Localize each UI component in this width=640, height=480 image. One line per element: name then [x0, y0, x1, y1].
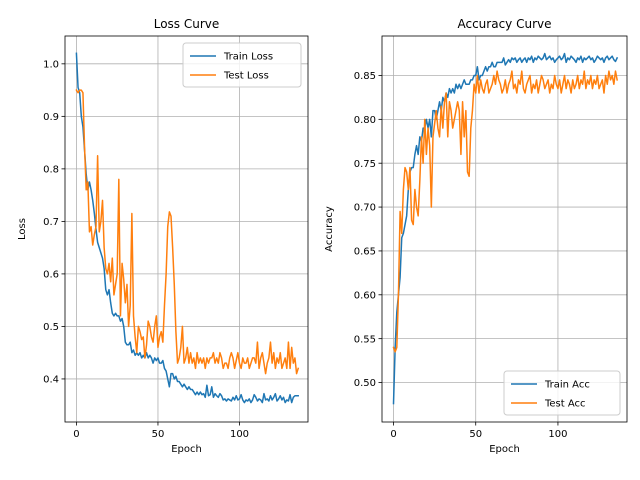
- loss-axes-background: [65, 36, 308, 422]
- loss-axes-frame: [64, 35, 309, 423]
- acc-legend: Train Acc Test Acc: [503, 370, 621, 416]
- acc-x-tick-label: 100: [548, 429, 567, 440]
- loss-y-tick-label: 0.6: [43, 270, 59, 281]
- loss-legend: Train Loss Test Loss: [182, 42, 302, 88]
- loss-y-tick-label: 0.4: [43, 375, 59, 386]
- loss-y-tick-label: 0.9: [43, 112, 59, 123]
- loss-legend-label: Train Loss: [223, 52, 273, 63]
- acc-axes-frame: [381, 35, 628, 423]
- acc-chart-title: Accuracy Curve: [457, 17, 551, 31]
- loss-y-tick-label: 0.7: [43, 217, 59, 228]
- loss-x-tick-label: 100: [230, 429, 249, 440]
- loss-y-tick-label: 1.0: [43, 59, 59, 70]
- accuracy-curve-plot: 0 50 100 0.50 0.55 0.60 0.65 0.70 0.75 0.80 0.85 Ac…: [324, 17, 628, 455]
- acc-y-tick-label: 0.65: [354, 247, 376, 258]
- acc-axes-background: [382, 36, 627, 422]
- acc-series-train-acc: [392, 52, 619, 405]
- acc-x-tick-label: 0: [390, 429, 396, 440]
- acc-legend-label: Train Acc: [544, 380, 590, 391]
- loss-y-tick-label: 0.8: [43, 164, 59, 175]
- acc-series-test-acc: [392, 70, 619, 353]
- loss-y-tick-label: 0.5: [43, 322, 59, 333]
- loss-x-tick-label: 50: [152, 429, 165, 440]
- acc-y-tick-label: 0.55: [354, 334, 376, 345]
- acc-y-axis-label: Accuracy: [324, 206, 335, 252]
- loss-chart-title: Loss Curve: [154, 17, 220, 31]
- loss-series-test-loss: [75, 89, 300, 375]
- acc-y-tick-label: 0.75: [354, 159, 376, 170]
- acc-y-tick-label: 0.85: [354, 71, 376, 82]
- acc-y-tick-label: 0.80: [354, 115, 376, 126]
- loss-x-tick-label: 0: [73, 429, 79, 440]
- acc-x-tick-label: 50: [469, 429, 482, 440]
- loss-y-axis-label: Loss: [17, 218, 28, 240]
- acc-y-tick-label: 0.60: [354, 290, 376, 301]
- acc-legend-box: [503, 370, 621, 416]
- loss-curve-plot: 0 50 100 0.4 0.5 0.6 0.7 0.8 0.9 1.0 Loss Curve Epo…: [17, 17, 309, 455]
- loss-x-axis-label: Epoch: [171, 444, 202, 455]
- loss-series-train-loss: [75, 52, 299, 404]
- acc-y-tick-label: 0.50: [354, 378, 376, 389]
- loss-legend-box: [182, 42, 302, 88]
- acc-legend-label: Test Acc: [544, 399, 586, 410]
- loss-legend-label: Test Loss: [223, 71, 269, 82]
- acc-y-tick-label: 0.70: [354, 203, 376, 214]
- acc-x-axis-label: Epoch: [489, 444, 520, 455]
